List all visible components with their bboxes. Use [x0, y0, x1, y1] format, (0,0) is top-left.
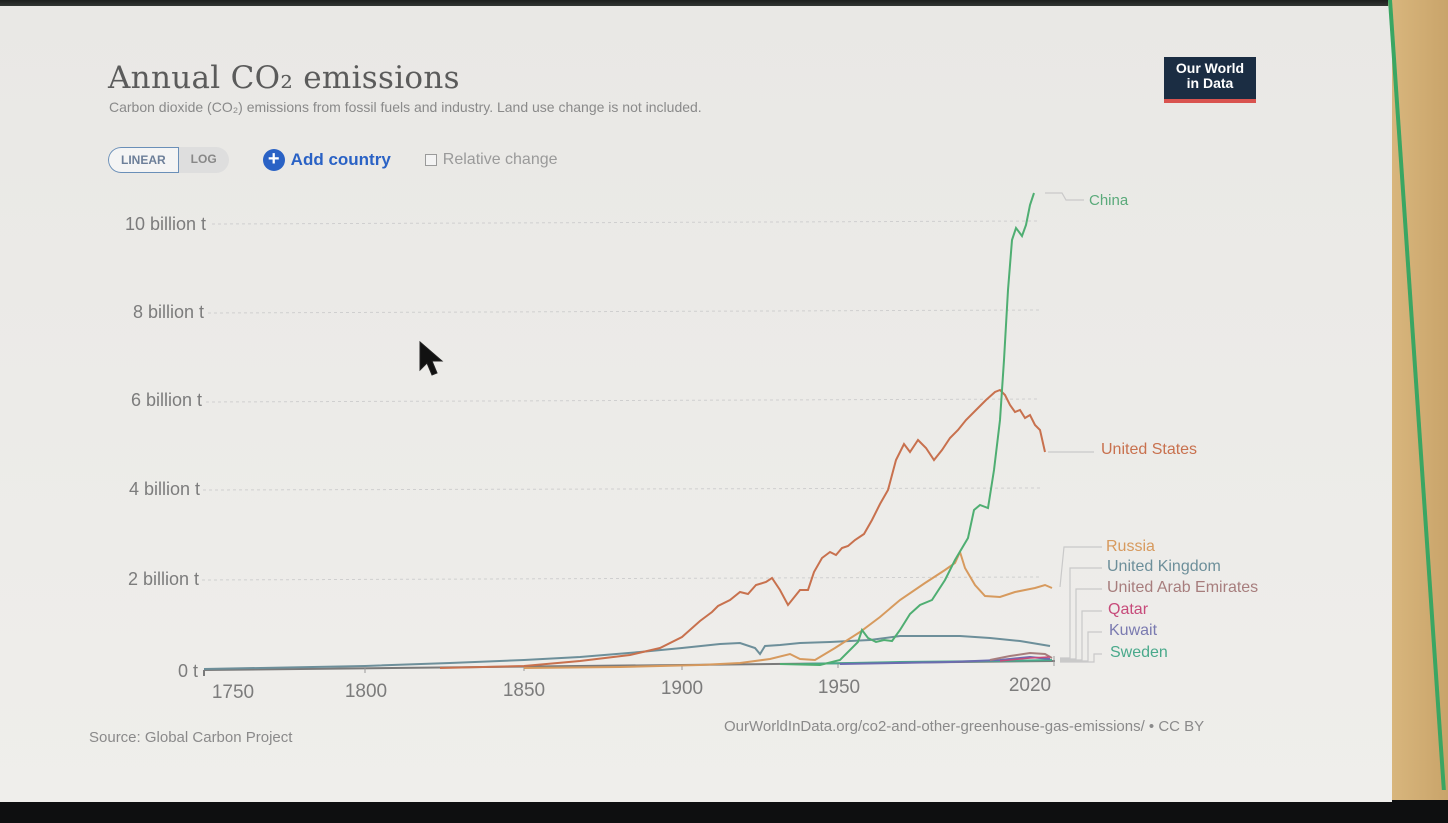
relative-change-toggle[interactable]: Relative change [424, 151, 558, 169]
chart-subtitle: Carbon dioxide (CO₂) emissions from foss… [109, 99, 702, 115]
owid-logo[interactable]: Our World in Data [1164, 57, 1256, 103]
label-qatar[interactable]: Qatar [1108, 601, 1149, 618]
series-uae[interactable] [989, 651, 1053, 661]
x-tick-1750: 1750 [211, 682, 255, 703]
relative-change-label: Relative change [442, 151, 558, 168]
label-kuwait[interactable]: Kuwait [1109, 622, 1158, 639]
series-qatar[interactable] [999, 656, 1051, 662]
chart-controls: LINEAR LOG + Add country Relative change [108, 146, 558, 174]
x-tick-2020: 2020 [1008, 675, 1052, 696]
x-tick-1900: 1900 [660, 678, 704, 699]
label-united-states[interactable]: United States [1101, 441, 1198, 458]
label-china[interactable]: China [1089, 192, 1129, 209]
logo-line-1: Our World [1175, 60, 1245, 76]
y-tick-8b: 8 billion t [132, 302, 204, 322]
series-united-states[interactable] [439, 388, 1046, 669]
label-united-kingdom[interactable]: United Kingdom [1107, 558, 1221, 575]
add-country-button[interactable]: + Add country [262, 149, 391, 171]
scale-log-button[interactable]: LOG [190, 152, 217, 166]
source-note: Source: Global Carbon Project [89, 729, 293, 746]
x-tick-1850: 1850 [502, 680, 546, 701]
x-tick-1950: 1950 [817, 677, 861, 698]
scale-linear-button[interactable]: LINEAR [108, 147, 179, 173]
y-tick-6b: 6 billion t [130, 390, 202, 410]
y-tick-4b: 4 billion t [128, 479, 200, 499]
chart-title: Annual CO₂ emissions [108, 60, 460, 96]
source-url-link[interactable]: OurWorldInData.org/co2-and-other-greenho… [724, 718, 1205, 735]
label-russia[interactable]: Russia [1106, 538, 1155, 555]
label-uae[interactable]: United Arab Emirates [1107, 579, 1259, 596]
y-tick-10b: 10 billion t [124, 214, 206, 234]
relative-change-checkbox[interactable] [424, 154, 437, 166]
monitor-bottom-bezel [0, 800, 1448, 823]
series-russia[interactable] [523, 549, 1053, 669]
x-tick-1800: 1800 [344, 681, 388, 702]
monitor-top-bezel [0, 0, 1448, 8]
y-tick-2b: 2 billion t [127, 569, 199, 589]
gridlines [201, 220, 1041, 581]
series-united-kingdom[interactable] [203, 635, 1051, 670]
add-country-label: Add country [290, 150, 391, 169]
mouse-cursor-icon [419, 340, 444, 376]
label-connectors [1045, 192, 1102, 663]
label-sweden[interactable]: Sweden [1110, 644, 1168, 661]
y-tick-0: 0 t [177, 661, 198, 681]
logo-line-2: in Data [1186, 75, 1234, 91]
plus-circle-icon: + [262, 149, 285, 171]
scale-toggle: LINEAR LOG [108, 147, 229, 173]
series-china[interactable] [779, 192, 1035, 667]
